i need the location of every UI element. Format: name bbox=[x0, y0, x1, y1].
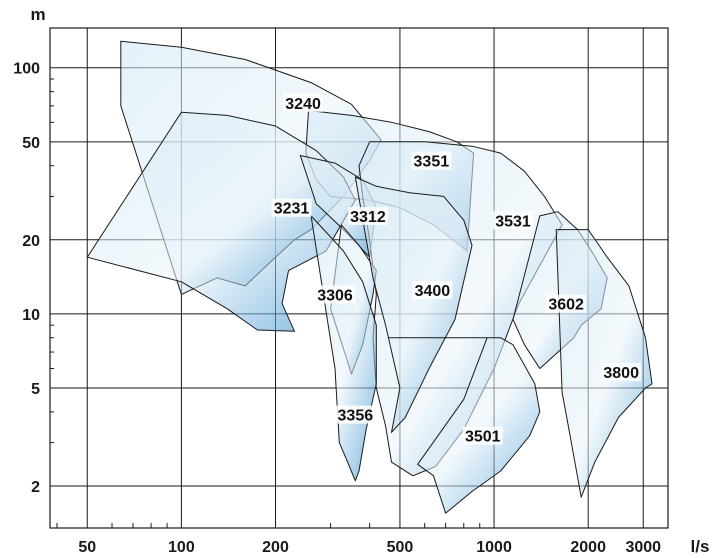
y-tick-label: 20 bbox=[22, 233, 40, 250]
region-label-3602: 3602 bbox=[548, 297, 584, 314]
x-tick-label: 500 bbox=[387, 539, 414, 556]
x-tick-label: 1000 bbox=[476, 539, 512, 556]
region-label-bg-3312 bbox=[347, 206, 388, 225]
region-label-bg-3501 bbox=[462, 426, 503, 445]
region-label-bg-3240 bbox=[283, 93, 324, 112]
region-label-bg-3231 bbox=[271, 198, 312, 217]
region-3231 bbox=[86, 111, 356, 332]
y-tick-label: 50 bbox=[22, 135, 40, 152]
region-label-3231: 3231 bbox=[274, 201, 310, 218]
x-axis-unit-label: l/s bbox=[691, 537, 710, 556]
y-tick-label: 100 bbox=[13, 61, 40, 78]
region-3501 bbox=[388, 337, 541, 514]
x-tick-label: 3000 bbox=[625, 539, 661, 556]
region-labels: 3240 3351 3231 3312 3531 3306 3400 3602 3800 3356… bbox=[271, 93, 642, 446]
region-label-bg-3602 bbox=[546, 294, 587, 313]
region-label-3351: 3351 bbox=[414, 153, 450, 170]
axes: m l/s 50 100 200 500 1000 2000 3000 2 5 10 20 50 100 bbox=[13, 5, 709, 556]
region-label-bg-3531 bbox=[493, 211, 534, 230]
region-label-3312: 3312 bbox=[350, 209, 386, 226]
region-label-bg-3306 bbox=[315, 285, 356, 304]
region-label-3400: 3400 bbox=[415, 283, 451, 300]
x-tick-label: 2000 bbox=[570, 539, 606, 556]
plot-frame bbox=[49, 27, 669, 529]
region-label-3356: 3356 bbox=[338, 408, 374, 425]
region-label-3240: 3240 bbox=[285, 96, 321, 113]
region-label-bg-3400 bbox=[412, 281, 453, 300]
y-tick-label: 2 bbox=[31, 479, 40, 496]
region-label-bg-3351 bbox=[411, 151, 452, 170]
region-label-3800: 3800 bbox=[603, 365, 639, 382]
region-label-3501: 3501 bbox=[465, 429, 501, 446]
x-tick-label: 100 bbox=[168, 539, 195, 556]
region-label-bg-3356 bbox=[335, 405, 376, 424]
region-label-3306: 3306 bbox=[317, 287, 353, 304]
regions bbox=[86, 40, 653, 514]
y-tick-label: 10 bbox=[22, 307, 40, 324]
region-label-bg-3800 bbox=[601, 363, 642, 382]
region-3400 bbox=[354, 176, 473, 433]
x-tick-label: 50 bbox=[78, 539, 96, 556]
y-axis-unit-label: m bbox=[30, 5, 45, 24]
y-tick-label: 5 bbox=[31, 381, 40, 398]
region-label-3531: 3531 bbox=[495, 213, 531, 230]
x-tick-label: 200 bbox=[262, 539, 289, 556]
